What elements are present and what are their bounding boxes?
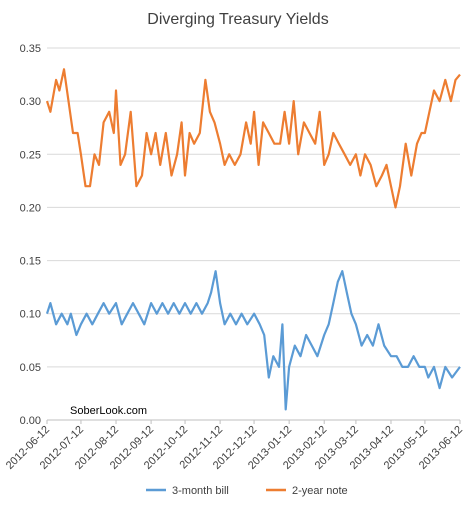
y-tick-label: 0.35 [20,43,41,55]
legend-label-1: 2-year note [292,485,348,497]
y-tick-label: 0.20 [20,202,41,214]
series-line-0 [45,270,461,411]
legend-label-0: 3-month bill [172,485,229,497]
y-tick-label: 0.10 [20,309,41,321]
series-line-1 [45,68,461,209]
series-lines [45,68,461,411]
x-axis: 2012-06-122012-07-122012-08-122012-09-12… [4,420,465,472]
y-axis: 0.00 0.05 0.10 0.15 0.20 0.25 0.30 0.35 [20,43,41,427]
gridlines [47,47,460,421]
y-tick-label: 0.00 [20,415,41,427]
legend: 3-month bill 2-year note [146,485,348,497]
y-tick-label: 0.15 [20,256,41,268]
chart-title: Diverging Treasury Yields [147,11,328,28]
y-tick-label: 0.05 [20,362,41,374]
y-tick-label: 0.30 [20,96,41,108]
watermark-text: SoberLook.com [70,405,147,417]
y-tick-label: 0.25 [20,149,41,161]
